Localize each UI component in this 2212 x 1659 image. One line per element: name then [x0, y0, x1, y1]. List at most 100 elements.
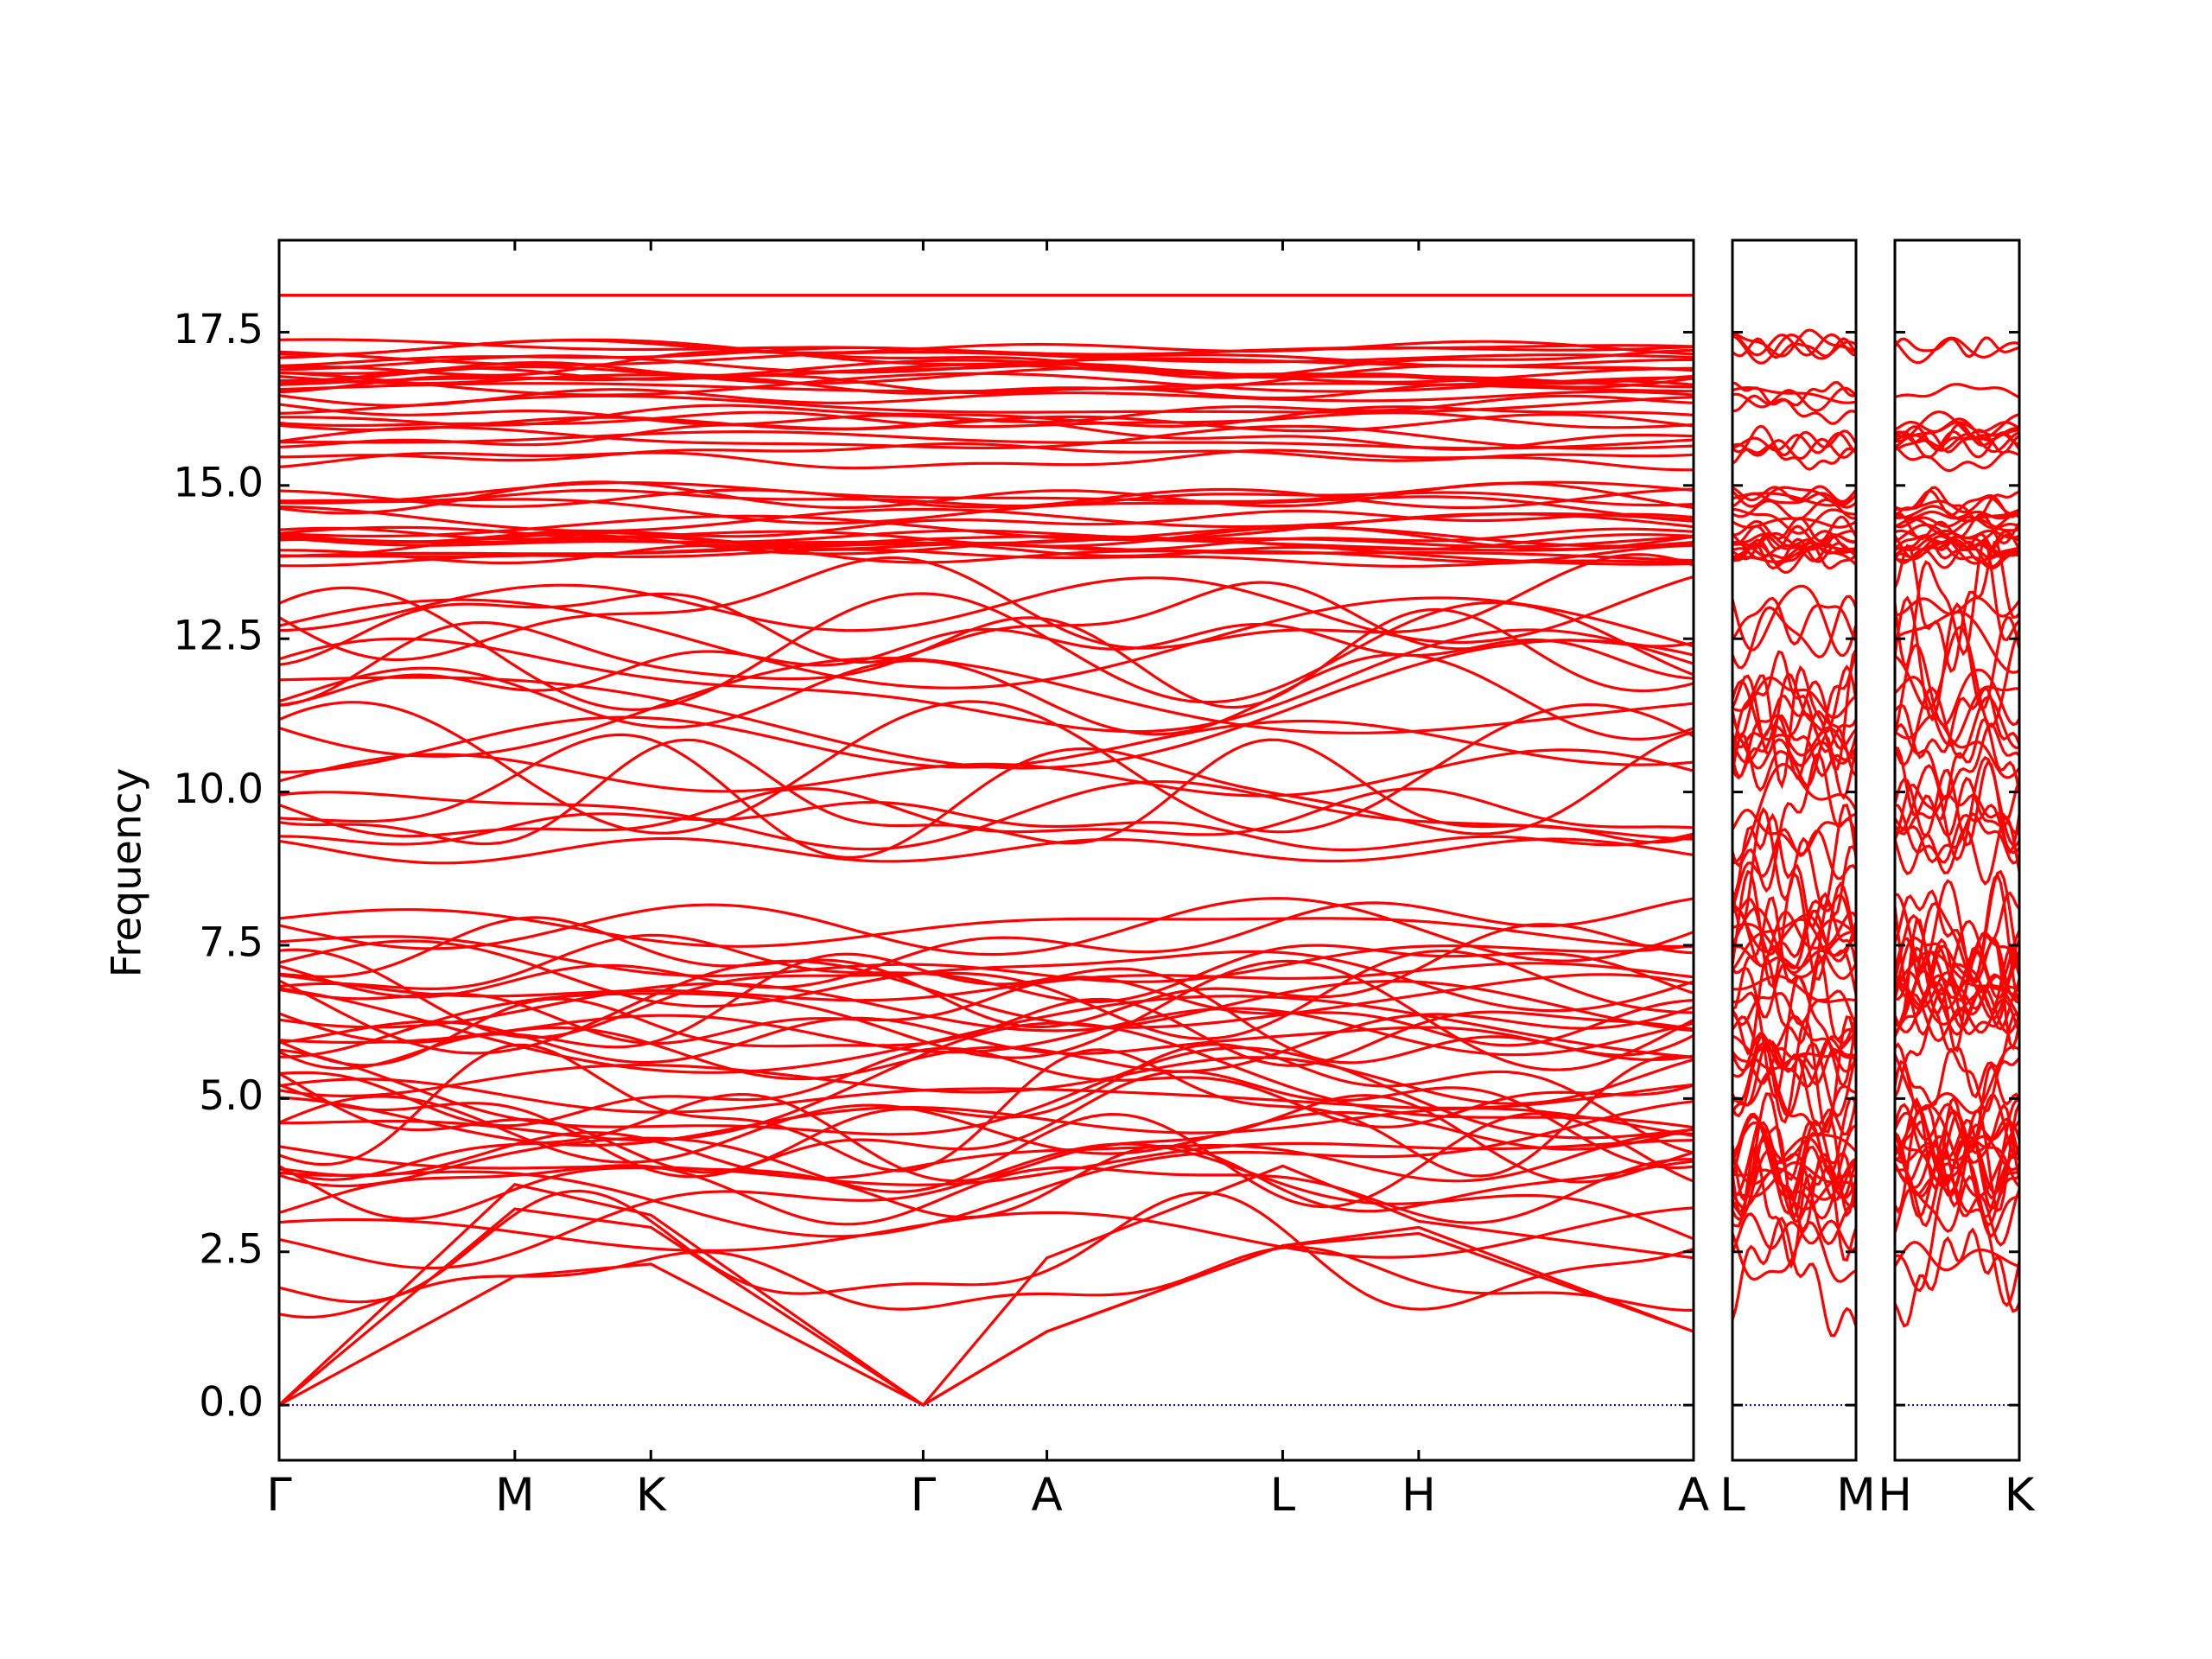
- band-branch: [279, 430, 1694, 450]
- band-branch: [1732, 951, 1856, 1056]
- band-branch: [1732, 386, 1856, 412]
- band-branch: [1895, 721, 2019, 801]
- high-symmetry-label: A: [1031, 1469, 1062, 1522]
- band-branch: [279, 908, 1694, 948]
- band-branch: [279, 897, 1694, 999]
- band-branch: [279, 495, 1694, 525]
- band-branch: [279, 480, 1694, 515]
- band-branch: [279, 553, 1694, 662]
- band-branch: [279, 348, 1694, 379]
- band-branch: [279, 596, 1694, 690]
- band-branch: [1895, 445, 2019, 473]
- band-branch: [1732, 333, 1856, 357]
- band-branch: [279, 1043, 1694, 1178]
- y-tick-label: 15.0: [173, 459, 264, 506]
- band-branch: [1732, 803, 1856, 931]
- band-branch: [1732, 893, 1856, 959]
- band-branch: [1732, 909, 1856, 1019]
- y-tick-label: 12.5: [173, 613, 264, 660]
- band-branch: [1732, 444, 1856, 471]
- band-branch: [1732, 508, 1856, 535]
- band-branch: [279, 1131, 1694, 1183]
- band-branch: [1732, 918, 1856, 981]
- band-branch: [1732, 1112, 1856, 1220]
- bands-panel-3: [1895, 336, 2019, 1407]
- y-tick-label: 5.0: [199, 1072, 264, 1120]
- band-branch: [1895, 518, 2019, 537]
- high-symmetry-label: Γ: [911, 1469, 937, 1522]
- high-symmetry-label: Γ: [266, 1469, 292, 1522]
- band-branch: [279, 657, 1694, 758]
- band-branch: [279, 360, 1694, 379]
- band-branch: [279, 1070, 1694, 1179]
- band-branch: [1895, 489, 2019, 518]
- band-branch: [279, 394, 1694, 415]
- band-branch: [1895, 532, 2019, 560]
- band-branch: [1732, 896, 1856, 1011]
- band-branch: [1732, 538, 1856, 557]
- band-branch: [279, 935, 1694, 983]
- band-branch: [279, 959, 1694, 1071]
- panel-frame: [277, 238, 1695, 1462]
- band-branch: [279, 959, 1694, 1055]
- band-branch: [279, 948, 1694, 1040]
- band-branch: [1732, 1216, 1856, 1338]
- band-branch: [279, 586, 1694, 712]
- band-branch: [279, 338, 1694, 366]
- y-tick-label: 10.0: [173, 766, 264, 813]
- band-branch: [1732, 828, 1856, 909]
- band-branch: [279, 581, 1694, 666]
- y-tick-label: 2.5: [199, 1225, 264, 1273]
- band-branch: [1732, 394, 1856, 425]
- high-symmetry-label: L: [1270, 1469, 1296, 1522]
- band-branch: [279, 1245, 1694, 1319]
- band-branch: [279, 800, 1694, 852]
- band-branch: [279, 607, 1694, 709]
- band-branch: [279, 543, 1694, 565]
- band-branch: [279, 448, 1694, 472]
- band-branch: [1732, 664, 1856, 754]
- high-symmetry-label: M: [1836, 1469, 1876, 1522]
- band-branch: [1732, 437, 1856, 461]
- band-branch: [1895, 804, 2019, 864]
- acoustic-branch: [279, 1164, 1694, 1408]
- band-branch: [1732, 1212, 1856, 1253]
- band-branch: [1895, 540, 2019, 673]
- band-branch: [1895, 686, 2019, 760]
- band-branch: [1732, 431, 1856, 454]
- band-branch: [1732, 1039, 1856, 1136]
- band-branch: [279, 1056, 1694, 1105]
- band-branch: [1732, 735, 1856, 770]
- band-branch: [1732, 532, 1856, 551]
- band-branch: [1732, 543, 1856, 563]
- band-branch: [1895, 429, 2019, 459]
- band-branch: [279, 836, 1694, 865]
- band-branch: [279, 366, 1694, 400]
- band-branch: [279, 916, 1694, 1029]
- band-branch: [279, 575, 1694, 645]
- band-branch: [1895, 938, 2019, 1038]
- band-branch: [1895, 1059, 2019, 1187]
- band-branch: [1732, 517, 1856, 529]
- band-branch: [1732, 679, 1856, 751]
- bands-panel-1: [279, 294, 1694, 1408]
- band-branch: [1895, 336, 2019, 359]
- band-branch: [279, 639, 1694, 770]
- band-branch: [1732, 486, 1856, 508]
- band-branch: [1895, 992, 2019, 1043]
- panels-layer: 0.02.55.07.510.012.515.017.5Γ M K Γ A L H A L M H K: [173, 238, 2036, 1522]
- band-branch: [1895, 495, 2019, 516]
- band-branch: [279, 997, 1694, 1067]
- band-branch: [1895, 759, 2019, 855]
- band-branch: [1732, 694, 1856, 753]
- band-branch: [279, 1189, 1694, 1311]
- band-branch: [1895, 793, 2019, 836]
- band-branch: [279, 529, 1694, 549]
- band-branch: [279, 897, 1694, 963]
- band-branch: [1732, 537, 1856, 565]
- band-branch: [1732, 584, 1856, 658]
- band-branch: [279, 1021, 1694, 1142]
- band-branch: [1732, 676, 1856, 719]
- band-branch: [1895, 1042, 2019, 1114]
- band-branch: [1732, 333, 1856, 365]
